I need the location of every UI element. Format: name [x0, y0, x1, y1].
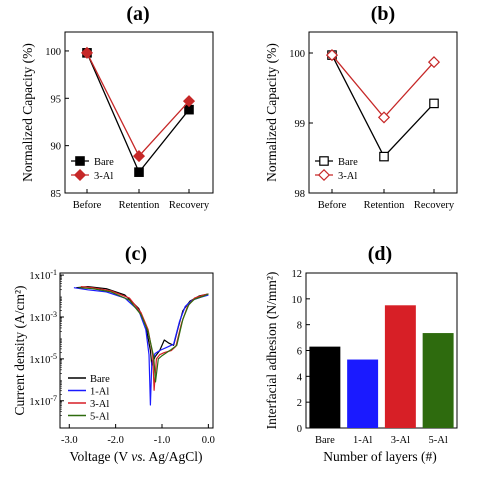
- data-point-3-Al: [377, 111, 391, 124]
- plot-frame-c: [59, 272, 214, 429]
- data-point-3-Al: [325, 49, 339, 62]
- panel-label-d: (d): [368, 243, 392, 265]
- data-point-3-Al: [132, 150, 146, 163]
- data-point-3-Al: [182, 95, 196, 108]
- x-tick-label: 1-Al: [353, 435, 372, 446]
- bar-Bare: [309, 346, 341, 428]
- x-tick-label: -3.0: [61, 435, 78, 446]
- x-tick-label: 5-Al: [429, 435, 448, 446]
- x-tick-label: Recovery: [414, 200, 455, 211]
- y-tick-label: 1x10-3: [29, 310, 57, 324]
- legend-marker-Bare: [319, 156, 329, 166]
- plot-frame-b: [308, 31, 458, 194]
- data-point-3-Al: [80, 46, 94, 59]
- series-line-5-Al: [78, 287, 209, 383]
- data-point-Bare: [429, 98, 439, 109]
- data-point-Bare: [379, 151, 389, 162]
- x-tick-label: 0.0: [202, 435, 215, 446]
- legend-label-3-Al: 3-Al: [90, 399, 109, 410]
- x-tick-label: Retention: [119, 200, 161, 211]
- y-tick-label: 8: [297, 321, 302, 332]
- series-line-3-Al: [86, 52, 190, 158]
- y-tick-label: 100: [45, 47, 61, 58]
- x-tick-label: Before: [73, 200, 102, 211]
- bar-3-Al: [384, 305, 416, 428]
- legend-label-5-Al: 5-Al: [90, 412, 109, 423]
- data-point-3-Al: [427, 56, 441, 69]
- x-tick-label: Bare: [315, 435, 335, 446]
- y-tick-label: 85: [51, 189, 62, 200]
- legend-label-Bare: Bare: [90, 374, 110, 385]
- y-tick-label: 0: [297, 424, 302, 435]
- bar-1-Al: [347, 359, 379, 428]
- bar-5-Al: [422, 333, 454, 428]
- y-tick-label: 4: [297, 372, 303, 383]
- y-tick-label: 12: [292, 269, 303, 280]
- y-tick-label: 2: [297, 398, 302, 409]
- y-axis-title: Normalized Capacity (%): [20, 43, 35, 182]
- x-axis-title: Voltage (V vs. Ag/AgCl): [69, 449, 202, 464]
- x-tick-label: Recovery: [169, 200, 210, 211]
- y-axis-title: Current density (A/cm²): [12, 285, 27, 415]
- legend-label-1-Al: 1-Al: [90, 387, 109, 398]
- legend-marker-Bare: [75, 156, 85, 166]
- y-axis-title: Interfacial adhesion (N/mm²): [264, 272, 279, 430]
- y-tick-label: 1x10-1: [29, 268, 57, 282]
- x-tick-label: -2.0: [107, 435, 124, 446]
- y-tick-label: 10: [292, 295, 303, 306]
- y-tick-label: 90: [51, 142, 62, 153]
- x-tick-label: Retention: [364, 200, 406, 211]
- series-line-Bare: [76, 286, 209, 366]
- y-tick-label: 99: [295, 119, 306, 130]
- x-tick-label: -1.0: [154, 435, 171, 446]
- series-line-Bare: [331, 54, 435, 158]
- panel-label-c: (c): [125, 243, 147, 265]
- x-tick-label: Before: [318, 200, 347, 211]
- panel-label-a: (a): [126, 3, 149, 25]
- y-tick-label: 1x10-5: [29, 352, 57, 366]
- legend-label-Bare: Bare: [94, 157, 114, 168]
- legend-label-3-Al: 3-Al: [94, 171, 113, 182]
- y-tick-label: 98: [295, 189, 306, 200]
- data-point-Bare: [134, 167, 144, 177]
- x-tick-label: 3-Al: [391, 435, 410, 446]
- y-tick-label: 6: [297, 347, 302, 358]
- x-axis-title: Number of layers (#): [323, 449, 437, 464]
- y-tick-label: 100: [289, 49, 305, 60]
- y-tick-label: 95: [51, 94, 62, 105]
- legend-marker-3-Al: [73, 168, 87, 182]
- legend-label-Bare: Bare: [338, 157, 358, 168]
- y-axis-title: Normalized Capacity (%): [264, 43, 279, 182]
- y-tick-label: 1x10-7: [29, 394, 57, 408]
- legend-label-3-Al: 3-Al: [338, 171, 357, 182]
- panel-label-b: (b): [371, 3, 395, 25]
- legend-marker-3-Al: [317, 168, 331, 182]
